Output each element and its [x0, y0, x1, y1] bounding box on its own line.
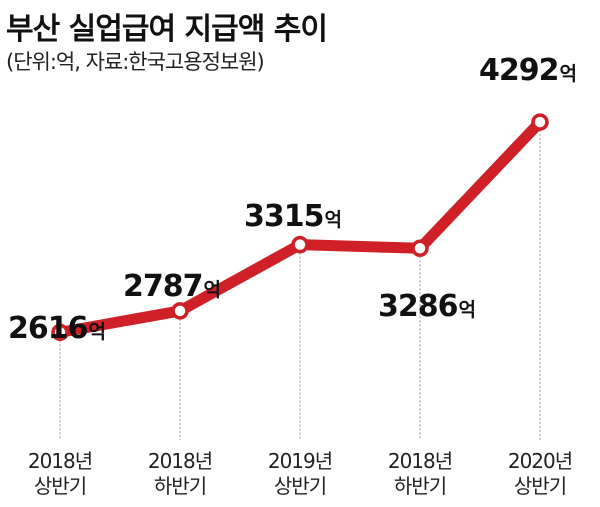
data-label-unit: 억: [89, 321, 106, 343]
data-label-value: 3315: [244, 199, 324, 234]
data-label-value: 3286: [378, 289, 458, 324]
data-label-unit: 억: [204, 279, 221, 301]
x-tick-year: 2018년: [148, 449, 212, 473]
x-tick-half: 상반기: [34, 474, 86, 498]
x-tick-label: 2018년 상반기: [28, 449, 92, 498]
data-point: [171, 302, 189, 320]
data-label-unit: 억: [325, 209, 342, 231]
x-tick-label: 2018년 하반기: [388, 449, 452, 498]
x-tick-half: 상반기: [514, 474, 566, 498]
data-label-value: 2787: [123, 269, 203, 304]
data-point: [411, 239, 429, 258]
x-tick-label: 2018년 하반기: [148, 449, 212, 498]
data-label: 3286억: [378, 289, 476, 324]
data-label-value: 4292: [479, 53, 559, 88]
data-label-unit: 억: [560, 63, 577, 85]
x-tick-year: 2018년: [28, 449, 92, 473]
x-tick-year: 2019년: [268, 449, 332, 473]
data-point: [291, 235, 309, 254]
data-label-unit: 억: [459, 299, 476, 321]
data-label-value: 2616: [8, 311, 88, 346]
x-tick-half: 하반기: [154, 474, 206, 498]
data-point: [531, 113, 549, 131]
data-point: [51, 323, 69, 342]
data-label: 2787억: [123, 269, 221, 304]
chart-subtitle: (단위:억, 자료:한국고용정보원): [6, 50, 265, 74]
x-tick-label: 2019년 상반기: [268, 449, 332, 498]
x-tick-year: 2020년: [508, 449, 572, 473]
data-label: 4292억: [479, 53, 577, 88]
x-tick-half: 상반기: [274, 474, 326, 498]
data-label: 3315억: [244, 199, 342, 234]
data-label: 2616억: [8, 311, 106, 346]
chart-title: 부산 실업급여 지급액 추이: [6, 12, 328, 47]
x-tick-year: 2018년: [388, 449, 452, 473]
x-tick-label: 2020년 상반기: [508, 449, 572, 498]
x-tick-half: 하반기: [394, 474, 446, 498]
